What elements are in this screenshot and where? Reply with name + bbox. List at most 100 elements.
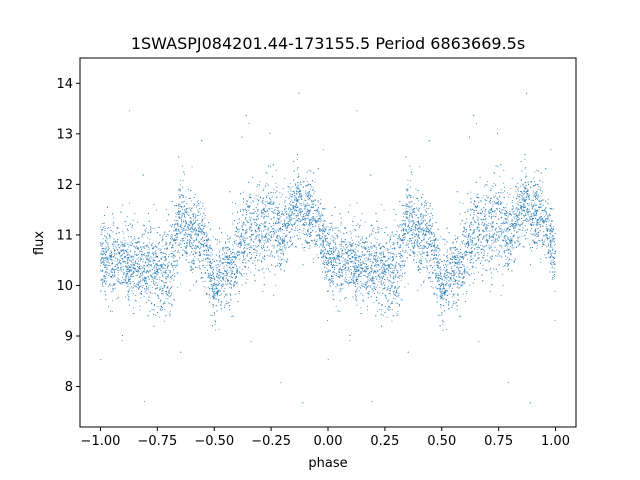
data-point [246,204,248,206]
data-point [507,246,509,248]
data-point [259,240,261,242]
data-point [249,204,251,206]
data-point [289,182,291,184]
data-point [270,166,272,168]
data-point [499,203,501,204]
data-point [512,248,514,250]
data-point [366,287,367,289]
data-point [182,186,184,188]
data-point [382,314,384,316]
data-point [139,279,141,281]
data-point [503,196,505,198]
data-point [530,214,532,216]
data-point [553,274,555,276]
data-point [126,272,128,274]
data-point [248,207,250,209]
data-point [293,192,295,194]
data-point [173,260,175,262]
data-point [335,248,337,250]
data-point [193,203,195,205]
data-point [278,250,280,252]
data-point [128,254,130,256]
data-point [262,257,264,259]
data-point [336,264,338,266]
data-point [142,258,144,260]
data-point [533,222,535,224]
data-point [185,229,187,231]
data-point [488,247,490,249]
data-point [285,248,287,250]
data-point [549,228,551,230]
data-point [317,207,319,209]
data-point [381,266,383,268]
data-point [404,220,406,222]
data-point [476,123,478,125]
data-point [195,206,197,208]
data-point [387,288,389,290]
data-point [243,273,245,275]
data-point [487,253,489,255]
data-point [278,221,280,223]
data-point [164,268,166,270]
data-point [297,225,299,227]
data-point [281,210,283,212]
data-point [366,276,368,278]
data-point [507,256,509,258]
data-point [392,256,394,258]
data-point [144,269,145,271]
data-point [316,221,318,223]
data-point [277,263,279,265]
data-point [308,247,310,249]
data-point [498,231,500,233]
data-point [484,224,486,226]
data-point [533,217,535,219]
data-point [265,171,267,173]
data-point [449,273,451,275]
data-point [256,223,258,225]
data-point [330,253,332,255]
data-point [482,236,484,238]
data-point [456,286,458,288]
data-point [333,283,335,285]
data-point [264,236,266,238]
data-point [156,273,158,275]
data-point [371,296,373,298]
data-point [224,255,226,257]
data-point [198,211,200,213]
data-point [254,229,256,231]
data-point [138,287,140,289]
data-point [399,266,401,268]
data-point [432,214,434,216]
data-point [184,233,186,235]
data-point [141,271,143,273]
data-point [527,238,529,240]
data-point [360,266,362,268]
data-point [187,234,189,236]
data-point [100,265,102,267]
data-point [250,223,252,225]
data-point [442,283,444,285]
data-point [357,255,359,257]
data-point [473,273,475,275]
data-point [153,204,155,206]
data-point [512,205,514,207]
data-point [423,206,425,208]
data-point [264,226,266,228]
data-point [164,264,166,266]
data-point [257,214,259,216]
data-point [290,204,292,206]
data-point [477,236,479,238]
data-point [390,303,392,305]
data-point [102,250,104,252]
data-point [181,212,183,214]
data-point [127,258,129,260]
data-point [398,246,400,248]
data-point [282,250,284,252]
data-point [382,250,384,252]
data-point [253,260,255,262]
data-point [170,235,172,237]
data-point [235,270,237,272]
data-point [342,269,344,271]
data-point [122,257,124,259]
data-point [368,253,370,255]
